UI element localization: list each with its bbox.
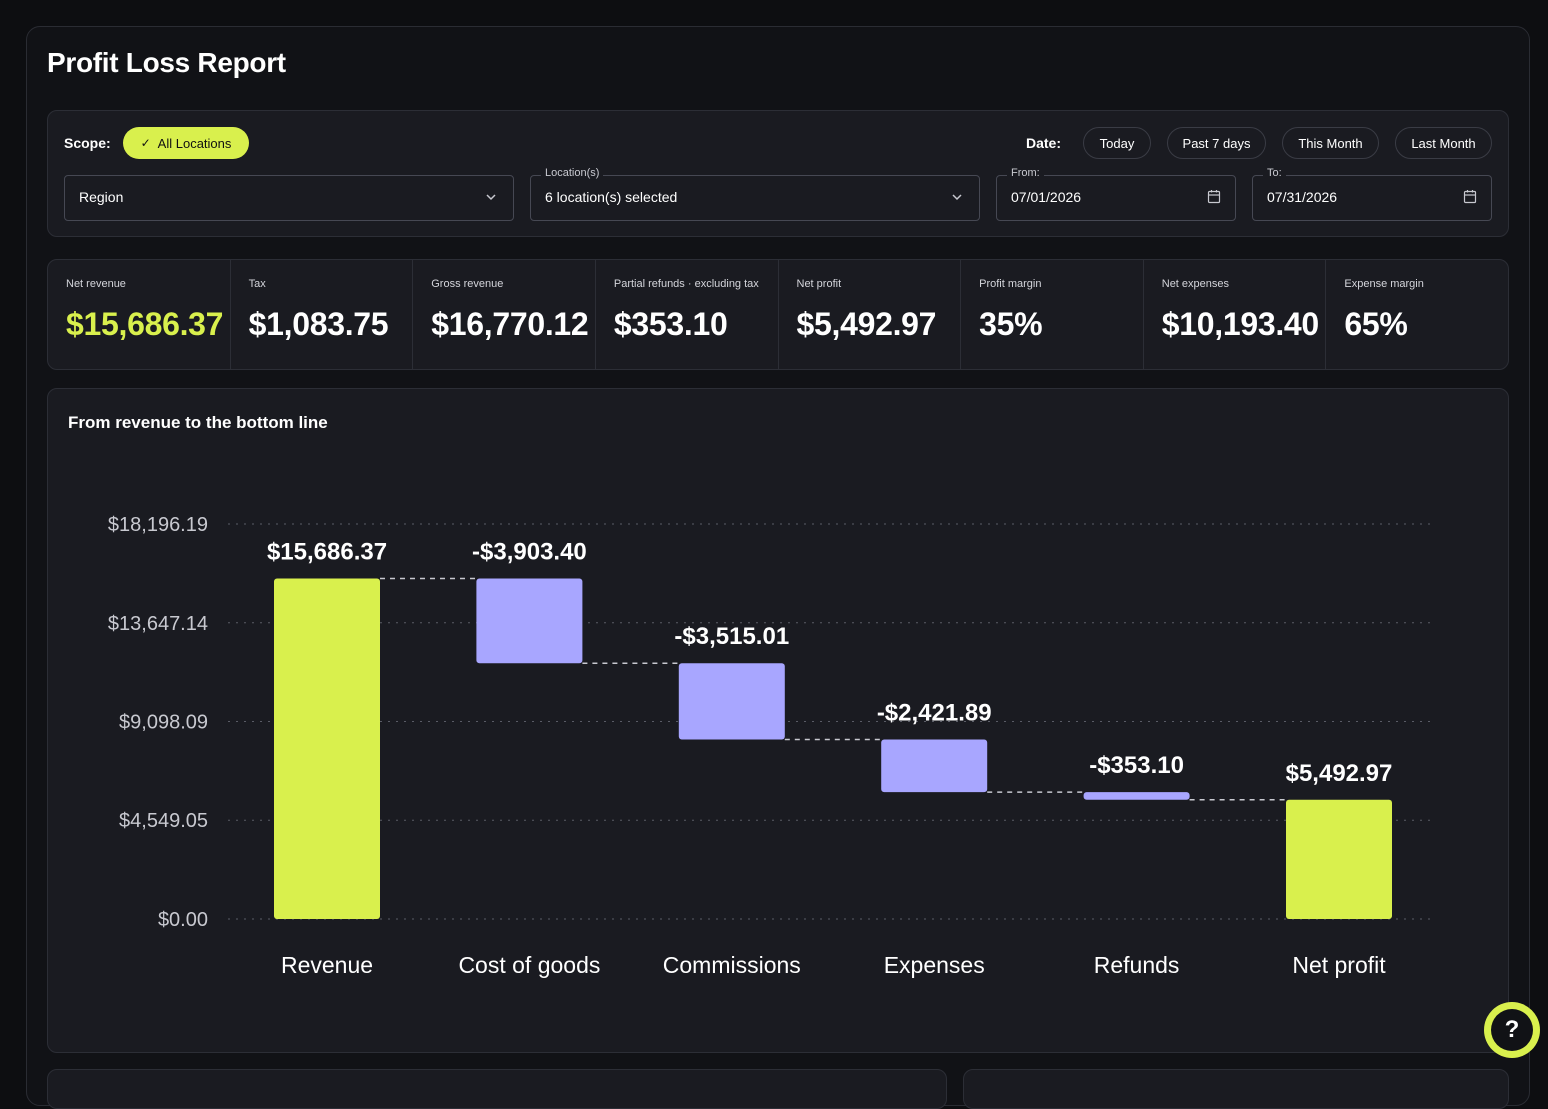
kpi-value: 35% xyxy=(979,306,1043,342)
waterfall-bar xyxy=(274,578,380,919)
kpi-value: $16,770.12 xyxy=(431,306,589,342)
bar-value-label: -$2,421.89 xyxy=(877,700,992,727)
kpi-value: $353.10 xyxy=(613,306,728,342)
report-page: Profit Loss Report Scope: ✓ All Location… xyxy=(26,26,1530,1109)
kpi-value: $10,193.40 xyxy=(1161,306,1319,342)
date-past-7-days-button[interactable]: Past 7 days xyxy=(1167,127,1266,159)
to-date-legend: To: xyxy=(1263,167,1286,179)
y-tick-label: $18,196.19 xyxy=(108,514,208,536)
kpi-net-expenses: Net expenses $10,193.40 xyxy=(1144,260,1327,369)
kpi-strip: Net revenue $15,686.37 Tax $1,083.75 Gro… xyxy=(47,259,1509,370)
kpi-expense-margin: Expense margin 65% xyxy=(1326,260,1508,369)
region-select-value: Region xyxy=(79,189,124,205)
kpi-label: Gross revenue xyxy=(431,278,504,290)
bar-value-label: -$3,515.01 xyxy=(674,623,789,650)
region-select[interactable]: Region xyxy=(64,175,514,221)
bar-value-label: $15,686.37 xyxy=(267,538,387,565)
to-date-value: 07/31/2026 xyxy=(1267,189,1338,205)
locations-select[interactable]: Location(s) 6 location(s) selected xyxy=(530,167,980,221)
calendar-icon[interactable] xyxy=(1207,189,1221,204)
calendar-icon[interactable] xyxy=(1463,189,1477,204)
kpi-value: $1,083.75 xyxy=(248,306,389,342)
kpi-net-profit: Net profit $5,492.97 xyxy=(779,260,962,369)
bottom-card-left xyxy=(47,1069,947,1109)
y-tick-label: $0.00 xyxy=(158,909,208,931)
kpi-value: $5,492.97 xyxy=(796,306,937,342)
bar-value-label: -$353.10 xyxy=(1089,752,1184,779)
question-circle-icon: ? xyxy=(1491,1009,1533,1051)
y-tick-label: $9,098.09 xyxy=(119,712,208,734)
kpi-label: Profit margin xyxy=(979,278,1042,290)
locations-legend: Location(s) xyxy=(541,167,604,179)
kpi-profit-margin: Profit margin 35% xyxy=(961,260,1144,369)
waterfall-bar xyxy=(1083,792,1190,800)
check-icon: ✓ xyxy=(140,136,151,150)
filters-panel: Scope: ✓ All Locations Date: Today Past … xyxy=(47,110,1509,237)
page-title: Profit Loss Report xyxy=(47,47,286,78)
from-date-legend: From: xyxy=(1007,167,1044,179)
to-date-field[interactable]: To: 07/31/2026 xyxy=(1252,167,1492,221)
x-category-label: Net profit xyxy=(1292,952,1386,978)
waterfall-bar xyxy=(476,578,583,664)
x-category-label: Refunds xyxy=(1094,952,1180,978)
kpi-tax: Tax $1,083.75 xyxy=(231,260,414,369)
kpi-net-revenue: Net revenue $15,686.37 xyxy=(48,260,231,369)
waterfall-bar xyxy=(881,739,988,793)
date-last-month-button[interactable]: Last Month xyxy=(1395,127,1492,159)
kpi-label: Net profit xyxy=(796,278,842,290)
all-locations-chip[interactable]: ✓ All Locations xyxy=(123,127,249,159)
date-this-month-button[interactable]: This Month xyxy=(1282,127,1379,159)
x-category-label: Commissions xyxy=(663,952,801,978)
bar-value-label: -$3,903.40 xyxy=(472,538,587,565)
y-tick-label: $4,549.05 xyxy=(119,810,208,832)
waterfall-chart: $0.00 $4,549.05 $9,098.09 $13,647.14 $18,196… xyxy=(108,514,1433,978)
date-label: Date: xyxy=(1026,135,1062,151)
from-date-value: 07/01/2026 xyxy=(1011,189,1082,205)
x-category-label: Cost of goods xyxy=(458,952,600,978)
y-tick-label: $13,647.14 xyxy=(108,613,208,635)
waterfall-bar xyxy=(678,663,785,740)
date-today-button[interactable]: Today xyxy=(1083,127,1151,159)
kpi-label: Net revenue xyxy=(66,278,126,290)
scope-label: Scope: xyxy=(64,135,111,151)
waterfall-chart-card: From revenue to the bottom line $0.00 $4,… xyxy=(47,388,1509,1053)
bar-value-label: $5,492.97 xyxy=(1286,760,1393,787)
kpi-label: Tax xyxy=(248,278,266,290)
waterfall-bar xyxy=(1286,799,1392,919)
locations-select-value: 6 location(s) selected xyxy=(545,189,678,205)
kpi-value: $15,686.37 xyxy=(66,306,224,342)
chevron-down-icon xyxy=(486,194,496,201)
x-category-label: Expenses xyxy=(884,952,985,978)
kpi-value: 65% xyxy=(1344,306,1408,342)
chevron-down-icon xyxy=(952,194,962,201)
all-locations-chip-label: All Locations xyxy=(157,135,232,151)
kpi-gross-revenue: Gross revenue $16,770.12 xyxy=(413,260,596,369)
help-button[interactable]: ? xyxy=(1484,1002,1540,1058)
kpi-partial-refunds: Partial refunds · excluding tax $353.10 xyxy=(596,260,779,369)
x-category-label: Revenue xyxy=(281,952,373,978)
chart-title: From revenue to the bottom line xyxy=(68,413,328,432)
from-date-field[interactable]: From: 07/01/2026 xyxy=(996,167,1236,221)
kpi-label: Net expenses xyxy=(1161,278,1230,290)
kpi-label: Expense margin xyxy=(1344,278,1424,290)
kpi-label: Partial refunds · excluding tax xyxy=(613,278,759,290)
bottom-card-right xyxy=(963,1069,1509,1109)
